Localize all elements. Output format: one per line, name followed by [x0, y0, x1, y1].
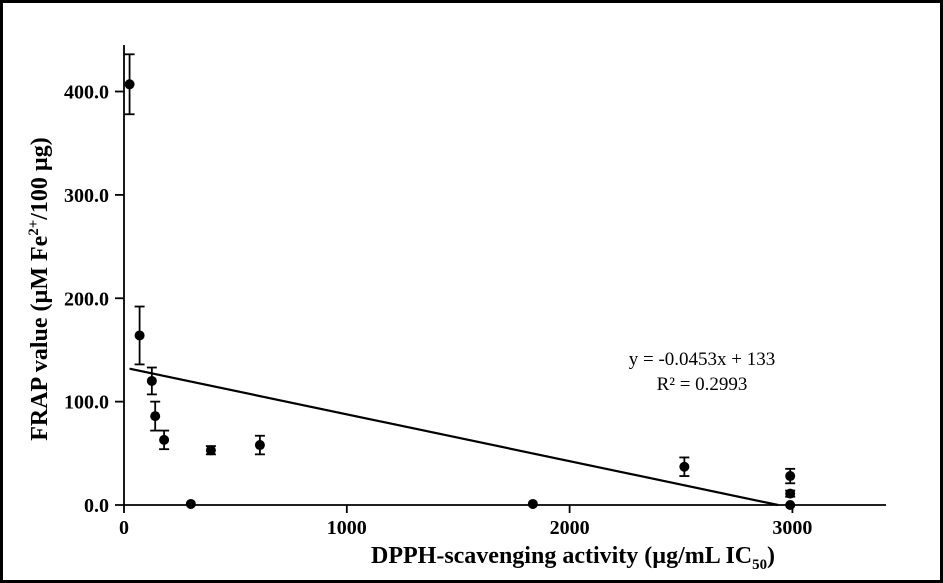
data-point	[134, 330, 145, 341]
data-point	[785, 488, 796, 499]
data-point	[205, 445, 216, 456]
data-point	[254, 440, 265, 451]
data-point	[124, 79, 135, 90]
x-tick-label: 2000	[550, 517, 590, 539]
y-axis-title: FRAP value (µM Fe2+/100 µg)	[19, 79, 53, 499]
trend-line	[129, 367, 779, 507]
y-axis-title-unit: /100 µg)	[27, 137, 53, 220]
data-point	[159, 434, 170, 445]
data-point	[679, 461, 690, 472]
r-squared-value: R² = 0.2993	[656, 374, 748, 395]
trendline-annotation: y = -0.0453x + 133 R² = 0.2993	[552, 347, 852, 397]
data-point	[185, 498, 196, 509]
y-tick-label: 300.0	[64, 185, 109, 207]
data-point	[527, 498, 538, 509]
data-point	[785, 500, 796, 510]
x-axis-title-subscript: 50	[752, 556, 768, 573]
y-tick-label: 200.0	[64, 288, 109, 310]
data-point	[785, 471, 796, 482]
data-point	[146, 375, 157, 386]
x-tick-label: 3000	[772, 517, 812, 539]
x-axis-title-close: )	[767, 543, 776, 569]
data-point	[150, 411, 161, 422]
scatter-plot-svg: 0.0 100.0 200.0 300.0 400.0 0 1000 2000 3000	[64, 45, 886, 539]
trendline-equation: y = -0.0453x + 133	[628, 349, 776, 370]
x-tick-label: 0	[119, 517, 129, 539]
y-axis-title-text: FRAP value (µM Fe	[27, 235, 53, 441]
y-tick-label: 0.0	[84, 495, 109, 517]
y-tick-label: 400.0	[64, 82, 109, 104]
x-axis-title-text: DPPH-scavenging activity (µg/mL IC	[371, 543, 753, 569]
y-axis-title-superscript: 2+	[26, 219, 42, 236]
x-axis-title: DPPH-scavenging activity (µg/mL IC50)	[371, 543, 775, 574]
x-tick-label: 1000	[327, 517, 367, 539]
y-tick-label: 100.0	[64, 392, 109, 414]
